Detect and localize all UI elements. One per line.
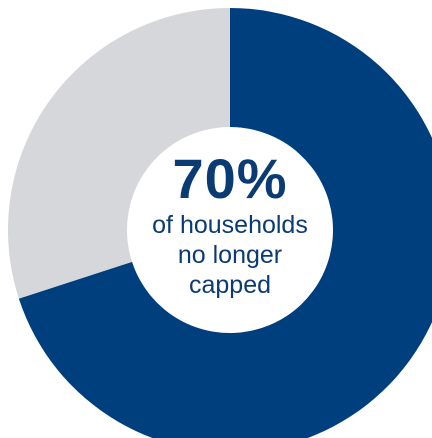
center-label: 70% of households no longer capped [114,148,346,300]
center-caption-line-2: no longer [177,241,283,269]
donut-slice-no-longer-capped [18,8,432,438]
center-caption-line-3: capped [188,271,272,299]
donut-slice-capped [7,8,231,299]
center-caption-line-1: of households [152,211,308,239]
center-value: 70% [172,147,288,210]
